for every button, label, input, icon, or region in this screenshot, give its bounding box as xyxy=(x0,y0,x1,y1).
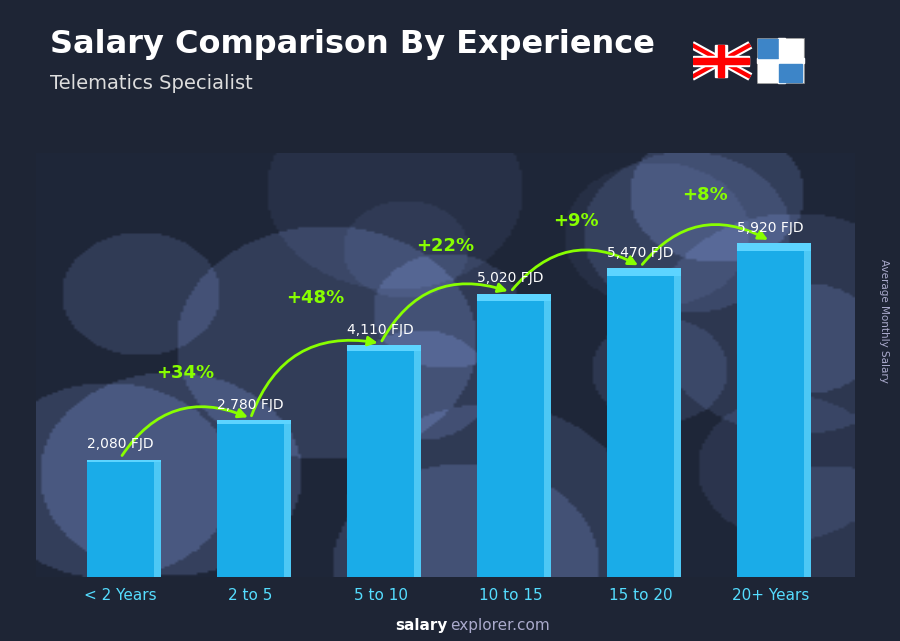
Bar xyxy=(86,460,161,462)
Bar xyxy=(778,38,786,83)
Bar xyxy=(346,345,414,577)
Bar xyxy=(414,345,421,577)
Bar xyxy=(737,243,805,577)
Bar xyxy=(758,65,778,83)
Bar xyxy=(217,420,284,577)
Text: Salary Comparison By Experience: Salary Comparison By Experience xyxy=(50,29,654,60)
Bar xyxy=(544,294,552,577)
Bar xyxy=(607,268,674,577)
Bar xyxy=(779,39,803,58)
Text: 2,080 FJD: 2,080 FJD xyxy=(87,437,154,451)
Text: explorer.com: explorer.com xyxy=(450,619,550,633)
Text: Average Monthly Salary: Average Monthly Salary xyxy=(878,258,889,383)
Bar xyxy=(693,58,749,64)
Bar xyxy=(779,65,803,83)
Bar xyxy=(284,420,292,577)
Text: 4,110 FJD: 4,110 FJD xyxy=(347,322,414,337)
Bar xyxy=(737,243,812,251)
Bar xyxy=(674,268,681,577)
Text: 5,470 FJD: 5,470 FJD xyxy=(608,246,674,260)
Bar xyxy=(607,268,681,276)
Bar xyxy=(805,243,812,577)
Text: 5,920 FJD: 5,920 FJD xyxy=(737,221,804,235)
Bar xyxy=(346,345,421,351)
Text: Telematics Specialist: Telematics Specialist xyxy=(50,74,252,93)
Text: 5,020 FJD: 5,020 FJD xyxy=(477,271,544,285)
Text: +9%: +9% xyxy=(553,212,599,230)
Text: 2,780 FJD: 2,780 FJD xyxy=(217,397,284,412)
Text: +8%: +8% xyxy=(682,187,728,204)
Bar xyxy=(758,39,778,58)
Bar xyxy=(716,45,727,77)
Bar xyxy=(86,460,154,577)
Bar xyxy=(477,294,544,577)
Bar xyxy=(758,38,805,83)
Text: +22%: +22% xyxy=(417,237,474,255)
Text: +34%: +34% xyxy=(157,363,214,381)
Bar xyxy=(758,58,805,63)
Bar xyxy=(217,420,292,424)
Text: salary: salary xyxy=(395,619,447,633)
Bar xyxy=(718,45,724,77)
Bar xyxy=(693,56,749,66)
Bar xyxy=(477,294,552,301)
Bar xyxy=(154,460,161,577)
Text: +48%: +48% xyxy=(286,288,345,306)
